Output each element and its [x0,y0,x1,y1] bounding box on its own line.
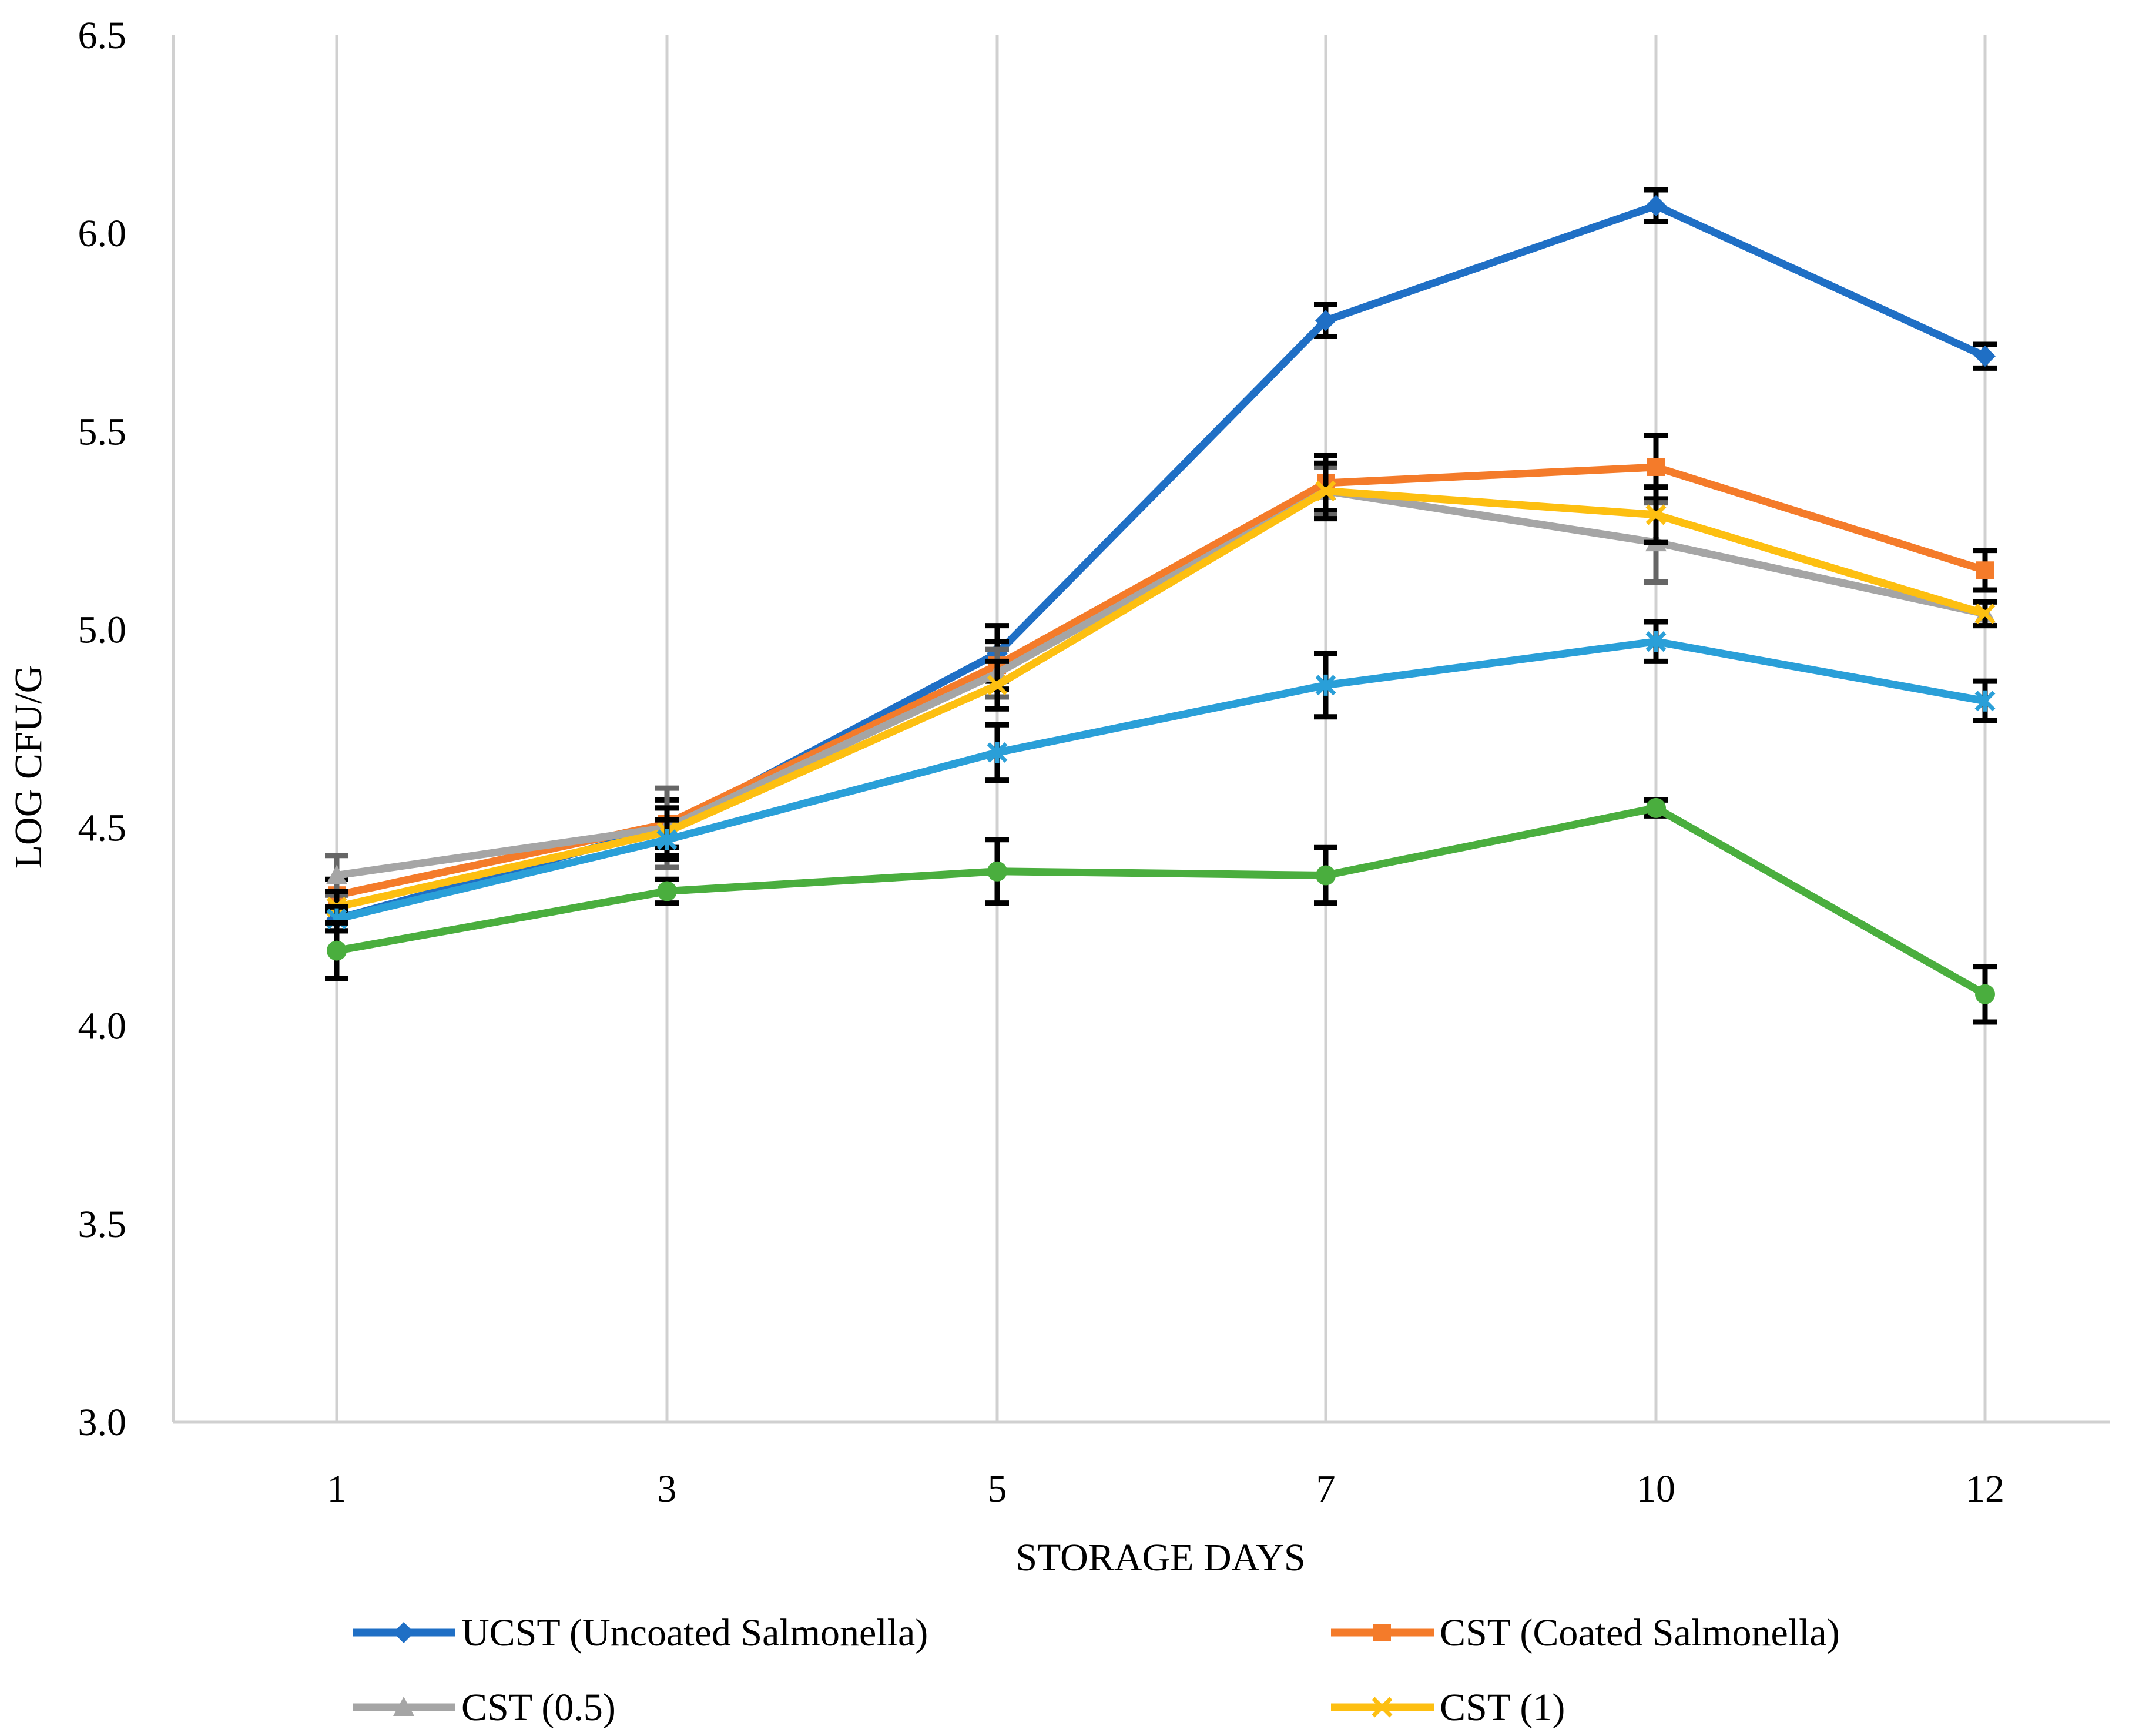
x-axis-title: STORAGE DAYS [1015,1536,1305,1579]
point-s6-12 [1975,984,1995,1004]
series-line-3 [336,487,1986,879]
y-tick-label-6.5: 6.5 [78,14,127,57]
y-tick-label-5.5: 5.5 [78,410,127,453]
series-5 [325,619,1997,934]
legend-swatch-marker-stroke-b [1372,1697,1393,1718]
point-s5-5 [987,742,1008,763]
legend-swatch-marker [393,1622,414,1643]
legend-entry-3: CST (0.5) [353,1686,616,1729]
point-s5-12 [1974,690,1996,712]
y-tick-label-5.0: 5.0 [78,608,127,651]
point-s4-10-stroke-b [1645,504,1667,525]
y-axis-title: LOG CFU/G [7,665,50,869]
x-tick-label-1: 1 [327,1467,347,1510]
legend-label: CST (Coated Salmonella) [1440,1611,1840,1654]
point-s6-5 [987,861,1007,882]
x-tick-label-3: 3 [658,1467,677,1510]
series-3 [325,464,1997,898]
point-s5-7 [1315,674,1336,696]
legend-entry-1: UCST (Uncoated Salmonella) [353,1611,928,1654]
series-line-4 [336,487,1986,911]
y-tick-label-4.0: 4.0 [78,1005,127,1048]
point-s2-12 [1976,561,1994,579]
x-tick-label-12: 12 [1966,1467,2004,1510]
x-tick-label-7: 7 [1316,1467,1336,1510]
point-s6-3 [657,881,677,901]
y-tick-label-3.5: 3.5 [78,1203,127,1246]
point-s1-7 [1315,310,1336,331]
point-s4-7-stroke-b [1315,480,1336,501]
axes: 3.0 3.5 4.0 4.5 5.0 5.5 6.0 6.5 1 3 5 7 10 12 [78,14,2110,1510]
legend-entry-4: CST (1) [1331,1686,1565,1729]
legend-swatch-marker [393,1697,414,1716]
legend-label: CST (1) [1440,1686,1565,1729]
series-line-2 [336,463,1986,899]
point-s5-3 [656,829,678,850]
point-s4-10 [1645,504,1667,525]
point-s4-5 [987,675,1008,696]
y-tick-label-4.5: 4.5 [78,807,127,850]
legend: UCST (Uncoated Salmonella) CST (Coated Sa… [353,1611,1840,1729]
series-line-6 [336,804,1987,998]
point-s4-12-stroke-b [1974,603,1996,624]
point-s1-10 [1645,195,1667,216]
legend-entry-2: CST (Coated Salmonella) [1331,1611,1840,1654]
point-s1-12 [1974,346,1996,367]
point-s3-1 [326,864,347,884]
legend-label: UCST (Uncoated Salmonella) [461,1611,928,1654]
point-s5-10 [1645,631,1667,652]
legend-swatch-marker [1373,1624,1391,1641]
x-tick-label-5: 5 [988,1467,1007,1510]
point-s6-10 [1646,797,1666,818]
point-s6-1 [327,940,347,961]
legend-label: CST (0.5) [461,1686,616,1729]
labels: LOG CFU/G STORAGE DAYS [7,665,1306,1579]
series-layer [325,187,1997,1025]
y-tick-label-3.0: 3.0 [78,1401,127,1444]
x-tick-label-10: 10 [1637,1467,1675,1510]
series-6 [325,797,1997,1025]
point-s6-7 [1316,865,1336,886]
point-s4-12 [1974,603,1996,624]
point-s4-7 [1315,480,1336,501]
legend-swatch-marker [1372,1697,1393,1718]
series-4 [325,460,1997,926]
series-line-5 [336,638,1986,923]
y-tick-label-6.0: 6.0 [78,212,127,255]
point-s2-10 [1647,458,1665,476]
point-s4-5-stroke-b [987,675,1008,696]
